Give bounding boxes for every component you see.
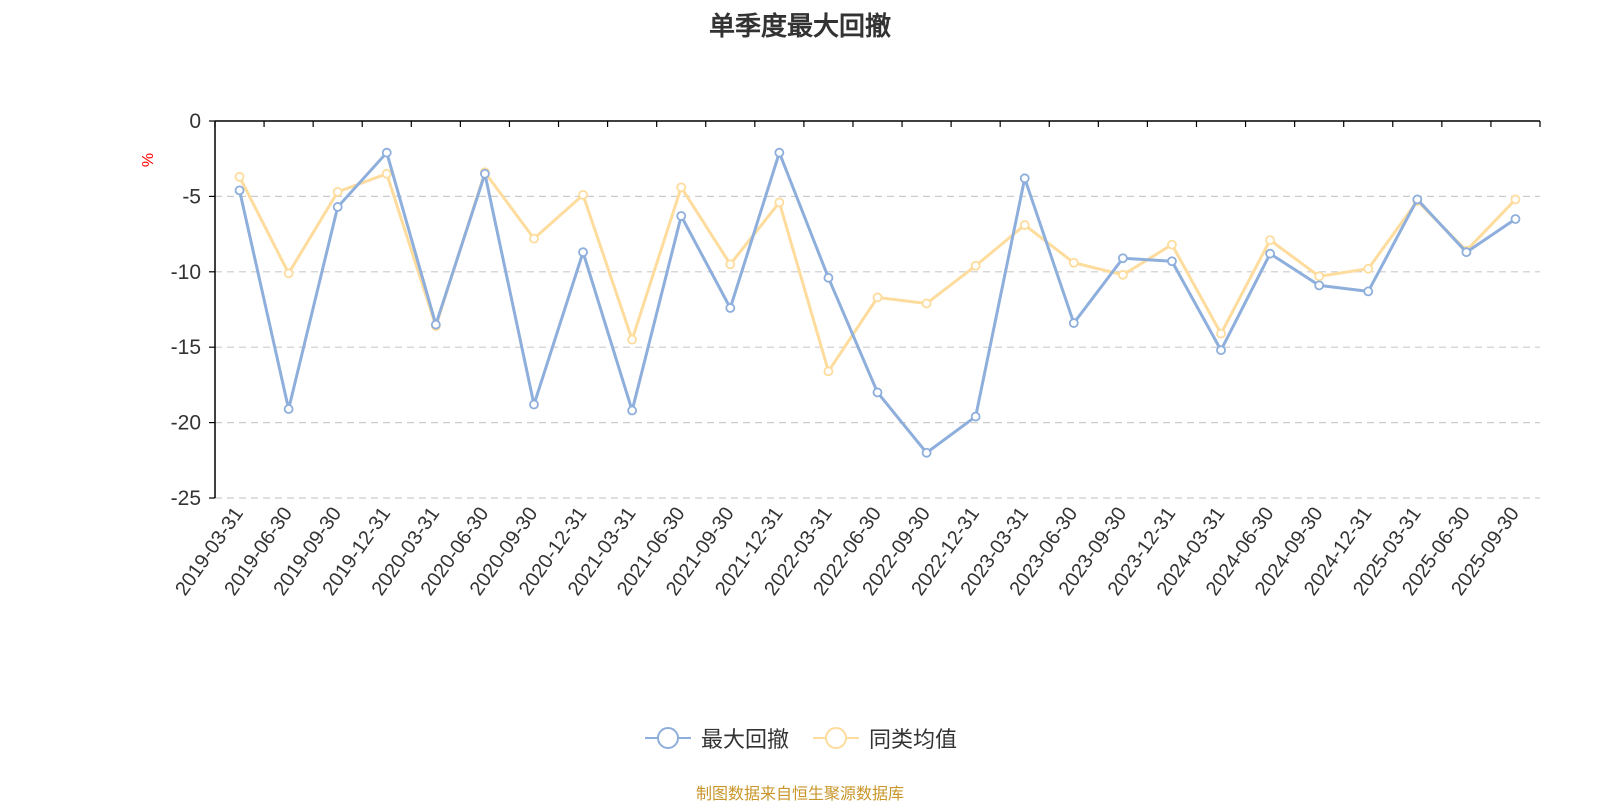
legend: 最大回撤 同类均值 bbox=[0, 722, 1600, 754]
legend-line-circle-icon bbox=[644, 727, 691, 749]
data-point-series-1 bbox=[234, 171, 245, 182]
legend-label: 最大回撤 bbox=[700, 728, 789, 753]
data-point-series-0 bbox=[1117, 253, 1128, 264]
data-point-series-1 bbox=[1117, 269, 1128, 280]
y-tick-label: -10 bbox=[171, 261, 201, 284]
data-point-series-0 bbox=[1412, 194, 1423, 205]
data-point-series-1 bbox=[1068, 257, 1079, 268]
data-point-series-1 bbox=[774, 197, 785, 208]
data-point-series-0 bbox=[823, 272, 834, 283]
data-point-series-0 bbox=[1461, 247, 1472, 258]
data-point-series-1 bbox=[1363, 263, 1374, 274]
tick-labels: 0-5-10-15-20-252019-03-312019-06-302019-… bbox=[171, 110, 1524, 600]
data-point-series-0 bbox=[872, 387, 883, 398]
data-point-series-0 bbox=[970, 411, 981, 422]
data-point-series-1 bbox=[725, 259, 736, 270]
data-point-series-1 bbox=[872, 292, 883, 303]
series-line-0 bbox=[238, 151, 1517, 455]
legend-label: 同类均值 bbox=[869, 728, 958, 753]
data-point-series-0 bbox=[1314, 280, 1325, 291]
data-point-series-0 bbox=[725, 303, 736, 313]
data-point-series-0 bbox=[1510, 214, 1521, 224]
legend-item-series-1[interactable]: 同类均值 bbox=[811, 722, 957, 754]
data-point-series-0 bbox=[578, 247, 588, 258]
data-point-series-1 bbox=[381, 168, 392, 179]
data-point-series-1 bbox=[970, 260, 981, 271]
data-point-series-0 bbox=[1265, 248, 1275, 259]
data-point-series-0 bbox=[1068, 318, 1079, 328]
data-point-series-0 bbox=[234, 185, 245, 196]
axes bbox=[209, 120, 1541, 499]
data-point-series-1 bbox=[1314, 271, 1325, 282]
data-point-series-1 bbox=[332, 186, 343, 197]
data-source-note: 制图数据来自恒生聚源数据库 bbox=[695, 784, 904, 803]
data-point-series-1 bbox=[529, 233, 539, 244]
data-point-series-0 bbox=[774, 147, 785, 158]
y-tick-label: -25 bbox=[171, 487, 201, 510]
data-point-series-1 bbox=[676, 182, 687, 193]
data-point-series-1 bbox=[578, 189, 588, 200]
data-point-series-0 bbox=[1167, 256, 1177, 267]
legend-item-series-0[interactable]: 最大回撤 bbox=[643, 722, 789, 754]
y-tick-label: 0 bbox=[189, 110, 201, 133]
chart-title: 单季度最大回撤 bbox=[708, 12, 891, 42]
data-point-series-0 bbox=[283, 404, 294, 414]
y-tick-label: -5 bbox=[182, 185, 201, 208]
data-point-series-1 bbox=[1167, 239, 1177, 250]
data-point-series-1 bbox=[1216, 328, 1226, 339]
y-tick-label: -20 bbox=[171, 412, 201, 435]
data-point-series-0 bbox=[529, 399, 539, 410]
data-point-series-1 bbox=[627, 334, 638, 345]
grid-lines bbox=[215, 195, 1540, 499]
legend-line-circle-icon bbox=[813, 727, 859, 749]
data-point-series-0 bbox=[1363, 286, 1374, 297]
data-point-series-0 bbox=[1216, 345, 1226, 356]
y-tick-label: -15 bbox=[171, 336, 201, 359]
data-point-series-0 bbox=[480, 168, 490, 179]
data-point-series-0 bbox=[627, 405, 638, 416]
data-point-series-1 bbox=[823, 366, 834, 377]
data-point-series-0 bbox=[381, 147, 392, 158]
data-point-series-0 bbox=[430, 319, 441, 330]
data-point-series-0 bbox=[676, 211, 687, 221]
data-point-series-1 bbox=[1265, 235, 1275, 246]
data-point-series-0 bbox=[332, 202, 343, 212]
data-point-series-1 bbox=[1019, 220, 1030, 230]
data-point-series-0 bbox=[1019, 173, 1030, 184]
data-point-series-0 bbox=[921, 447, 932, 458]
data-point-series-1 bbox=[921, 298, 932, 309]
series-lines bbox=[234, 147, 1521, 458]
data-point-series-1 bbox=[1510, 194, 1521, 205]
data-point-series-1 bbox=[283, 268, 294, 279]
y-axis-unit-label: % bbox=[140, 153, 157, 167]
